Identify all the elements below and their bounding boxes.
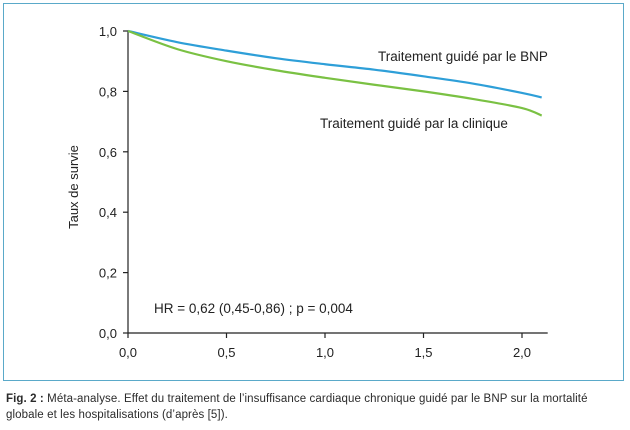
y-tick-label: 0,0: [99, 326, 117, 341]
x-tick-label: 0,5: [217, 345, 235, 360]
chart-ticks: 0,0 0,2 0,4 0,6 0,8 1,0 0,0 0,5 1,0 1,5 2,0: [99, 24, 531, 360]
x-tick-label: 1,0: [316, 345, 334, 360]
legend-label-bnp: Traitement guidé par le BNP: [378, 49, 548, 64]
series-line-bnp: [127, 29, 542, 99]
legend-label-clinique: Traitement guidé par la clinique: [320, 116, 508, 131]
hazard-ratio-annotation: HR = 0,62 (0,45-0,86) ; p = 0,004: [154, 301, 353, 316]
series-line-clinique: [127, 29, 543, 117]
x-tick-label: 0,0: [119, 345, 137, 360]
chart-series: [127, 29, 543, 117]
y-tick-label: 0,8: [99, 84, 117, 99]
y-tick-label: 0,6: [99, 145, 117, 160]
y-tick-label: 0,4: [99, 205, 117, 220]
x-tick-label: 2,0: [513, 345, 531, 360]
caption-label: Fig. 2 :: [6, 393, 44, 405]
chart-axes: [127, 31, 548, 334]
x-tick-label: 1,5: [414, 345, 432, 360]
survival-chart: 0,0 0,2 0,4 0,6 0,8 1,0 0,0 0,5 1,0 1,5 2,0 Taux d…: [66, 24, 548, 360]
figure-frame: 0,0 0,2 0,4 0,6 0,8 1,0 0,0 0,5 1,0 1,5 2,0 Taux d…: [3, 3, 624, 381]
y-tick-label: 0,2: [99, 266, 117, 281]
y-axis-title: Taux de survie: [66, 145, 81, 229]
caption-text: Méta-analyse. Effet du traitement de l’i…: [6, 393, 588, 421]
figure-caption: Fig. 2 : Méta-analyse. Effet du traiteme…: [6, 391, 622, 423]
y-tick-label: 1,0: [99, 24, 117, 39]
